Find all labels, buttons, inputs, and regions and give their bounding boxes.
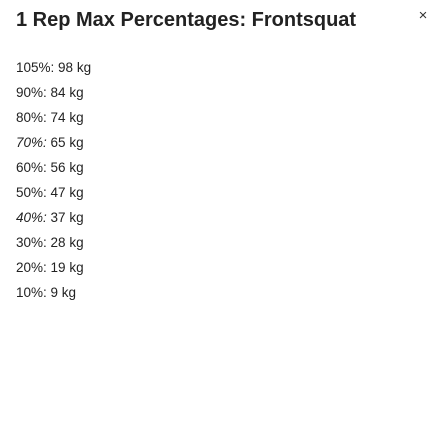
weight-value: 56 kg (50, 160, 84, 175)
percent-label: 50%: (16, 185, 47, 200)
list-item: 50%: 47 kg (16, 184, 91, 209)
weight-value: 98 kg (58, 60, 92, 75)
percent-label: 30%: (16, 235, 47, 250)
percent-label: 60%: (16, 160, 47, 175)
list-item: 20%: 19 kg (16, 259, 91, 284)
weight-value: 74 kg (50, 110, 84, 125)
weight-value: 65 kg (50, 135, 84, 150)
dialog-title: 1 Rep Max Percentages: Frontsquat (16, 9, 357, 31)
percent-label: 40%: (16, 210, 47, 225)
list-item: 30%: 28 kg (16, 234, 91, 259)
list-item: 60%: 56 kg (16, 159, 91, 184)
list-item: 90%: 84 kg (16, 84, 91, 109)
percent-label: 80%: (16, 110, 47, 125)
close-icon[interactable]: × (418, 7, 428, 24)
list-item: 70%: 65 kg (16, 134, 91, 159)
weight-value: 19 kg (50, 260, 84, 275)
percent-label: 20%: (16, 260, 47, 275)
list-item: 80%: 74 kg (16, 109, 91, 134)
weight-value: 9 kg (50, 285, 77, 300)
list-item: 105%: 98 kg (16, 59, 91, 84)
percent-label: 90%: (16, 85, 47, 100)
weight-value: 28 kg (50, 235, 84, 250)
percent-label: 10%: (16, 285, 47, 300)
list-item: 40%: 37 kg (16, 209, 91, 234)
weight-value: 47 kg (50, 185, 84, 200)
list-item: 10%: 9 kg (16, 284, 91, 309)
percentage-list: 105%: 98 kg 90%: 84 kg 80%: 74 kg 70%: 6… (16, 59, 91, 309)
percent-label: 70%: (16, 135, 47, 150)
weight-value: 84 kg (50, 85, 84, 100)
percent-label: 105%: (16, 60, 55, 75)
weight-value: 37 kg (50, 210, 84, 225)
